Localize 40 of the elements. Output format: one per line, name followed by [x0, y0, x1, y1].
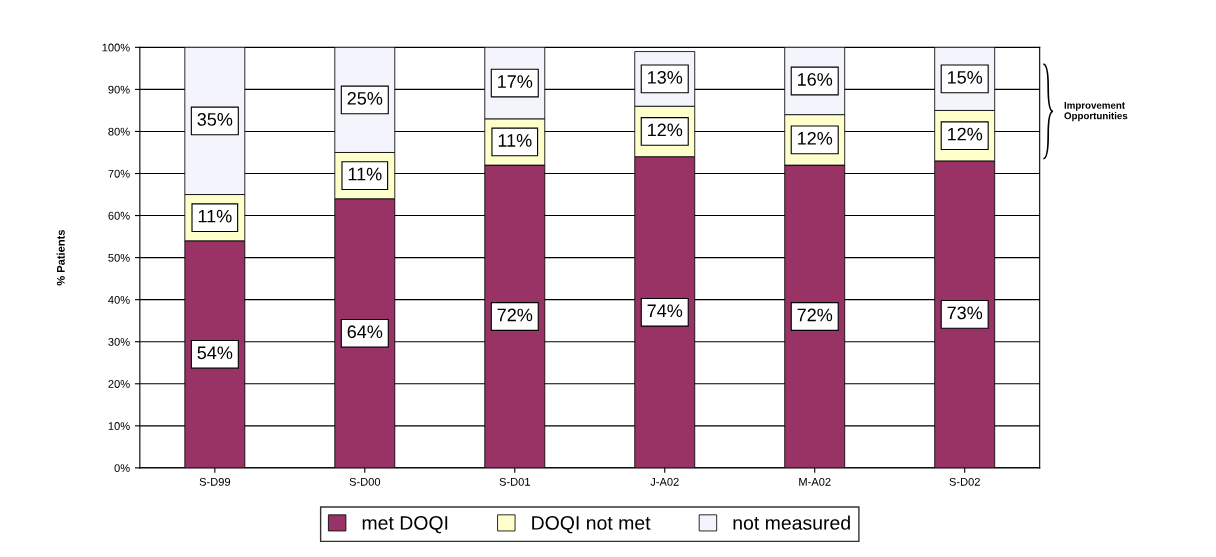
data-label: 12% — [798, 131, 833, 145]
data-label: 16% — [798, 73, 833, 86]
data-label: 15% — [948, 71, 983, 84]
data-label: 12% — [648, 123, 683, 137]
data-label: 74% — [647, 304, 683, 318]
y-tick-label: 30% — [108, 337, 130, 346]
y-tick-label: 100% — [102, 43, 130, 52]
data-label: 64% — [347, 325, 383, 339]
data-label: 25% — [347, 91, 383, 105]
legend-label: met DOQI — [362, 516, 448, 534]
x-tick-label: J-A02 — [650, 477, 679, 486]
legend-label: DOQI not met — [532, 516, 651, 534]
x-tick-label: S-D01 — [499, 477, 530, 486]
text: Improvement Opportunities — [1064, 101, 1128, 122]
x-tick-label: S-D99 — [199, 477, 231, 486]
data-label: 12% — [948, 127, 983, 141]
y-axis-title: % Patients — [56, 229, 65, 286]
data-label: 13% — [648, 70, 683, 84]
y-tick-label: 60% — [108, 211, 130, 220]
y-tick-label: 40% — [108, 295, 130, 304]
y-tick-label: 80% — [108, 127, 130, 136]
data-label: 11% — [498, 134, 532, 147]
data-label: 73% — [947, 306, 983, 320]
y-tick-label: 10% — [108, 422, 130, 430]
y-tick-label: 20% — [108, 380, 130, 388]
y-tick-label: 90% — [108, 85, 130, 94]
x-tick-label: S-D00 — [349, 477, 381, 486]
data-label: 11% — [348, 167, 382, 181]
y-tick-label: 0% — [114, 464, 130, 473]
legend-label: not measured — [733, 515, 850, 530]
data-label: 35% — [197, 113, 233, 126]
data-label: 54% — [197, 346, 233, 360]
data-label: 72% — [497, 308, 533, 322]
y-tick-label: 50% — [108, 253, 130, 262]
x-tick-label: S-D02 — [949, 477, 980, 486]
data-label: 11% — [198, 209, 232, 223]
data-label: 72% — [797, 308, 833, 322]
data-label: 17% — [498, 75, 533, 88]
y-tick-label: 70% — [108, 169, 130, 178]
x-tick-label: M-A02 — [799, 477, 831, 486]
